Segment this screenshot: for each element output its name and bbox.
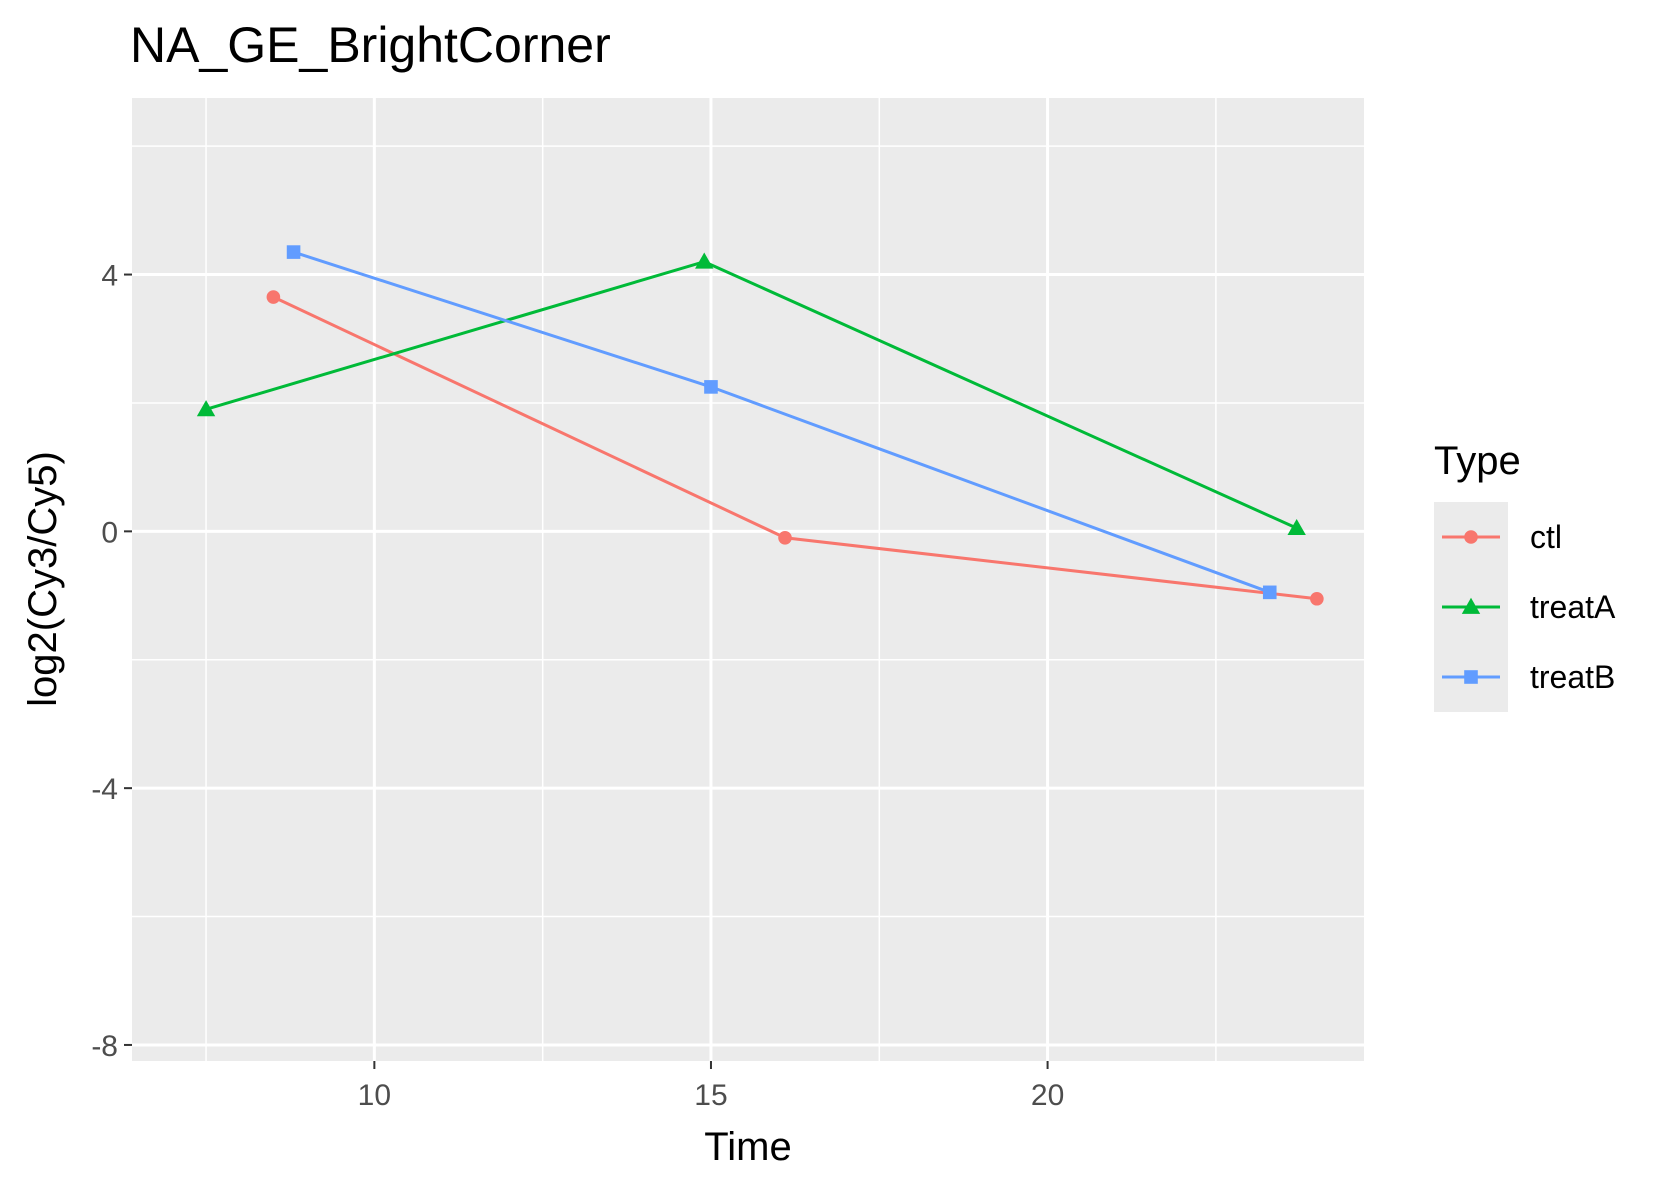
y-tick-label: 0 bbox=[101, 516, 118, 549]
x-tick-label: 10 bbox=[358, 1079, 391, 1112]
y-tick-label: -4 bbox=[91, 773, 118, 806]
data-point-ctl bbox=[1310, 591, 1324, 606]
x-axis-title: Time bbox=[704, 1125, 791, 1169]
y-axis-title: log2(Cy3/Cy5) bbox=[21, 451, 65, 707]
y-tick-label: 4 bbox=[101, 260, 118, 293]
chart-title: NA_GE_BrightCorner bbox=[130, 17, 611, 73]
legend-label-treatB: treatB bbox=[1530, 659, 1615, 695]
axis-ticks: 10 15 20 -8 -4 0 4 bbox=[91, 260, 1064, 1112]
legend-title: Type bbox=[1434, 439, 1521, 483]
x-tick-label: 20 bbox=[1031, 1079, 1064, 1112]
data-point-treatB bbox=[1262, 585, 1277, 600]
legend-key-marker-ctl bbox=[1464, 530, 1478, 544]
y-tick-label: -8 bbox=[91, 1030, 118, 1063]
data-point-treatA bbox=[695, 252, 714, 269]
legend-label-ctl: ctl bbox=[1530, 519, 1562, 555]
minor-gridlines bbox=[132, 98, 1364, 1061]
data-point-treatA bbox=[196, 400, 216, 417]
series-points bbox=[196, 245, 1324, 606]
legend-keys: ctl treatA treatB bbox=[1434, 502, 1616, 712]
major-gridlines bbox=[132, 98, 1364, 1061]
legend: Type ctl treatA treatB bbox=[1434, 439, 1616, 712]
data-point-ctl bbox=[778, 530, 792, 545]
data-point-ctl bbox=[266, 290, 281, 304]
legend-label-treatA: treatA bbox=[1530, 589, 1616, 625]
x-tick-label: 15 bbox=[694, 1079, 727, 1112]
data-point-treatB bbox=[704, 380, 718, 394]
data-point-treatB bbox=[286, 245, 301, 259]
data-point-treatA bbox=[1287, 518, 1306, 536]
legend-key-marker-treatB bbox=[1464, 670, 1478, 684]
legend-key-marker-treatA bbox=[1461, 597, 1481, 614]
